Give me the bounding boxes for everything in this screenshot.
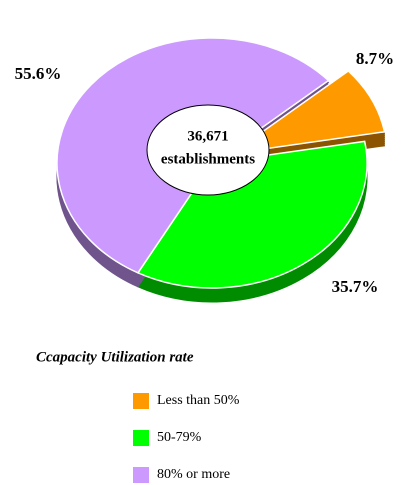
value-label: 8.7%	[356, 49, 394, 68]
legend: Less than 50% 50-79% 80% or more	[133, 393, 240, 483]
legend-swatch	[133, 430, 149, 446]
legend-label: 80% or more	[157, 467, 230, 482]
legend-label: Less than 50%	[157, 393, 240, 408]
value-label: 55.6%	[15, 64, 62, 83]
center-label: 36,671	[187, 128, 228, 144]
center-label: establishments	[161, 151, 255, 167]
slice	[136, 140, 368, 289]
center-disc	[146, 104, 270, 196]
legend-title: Ccapacity Utilization rate	[36, 349, 194, 365]
legend-label: 50-79%	[157, 430, 202, 445]
value-label: 35.7%	[332, 277, 379, 296]
slice	[231, 70, 386, 155]
legend-swatch	[133, 467, 149, 483]
legend-swatch	[133, 393, 149, 409]
